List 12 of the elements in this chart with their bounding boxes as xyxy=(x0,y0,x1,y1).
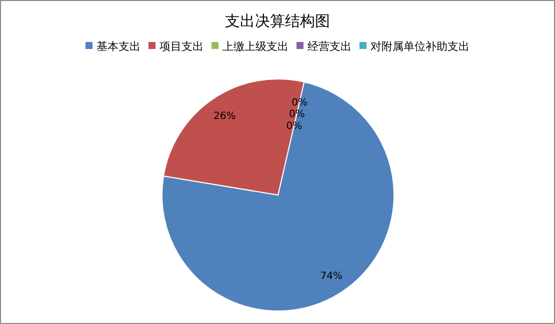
legend-label: 上缴上级支出 xyxy=(222,40,288,53)
legend-label: 项目支出 xyxy=(160,40,204,53)
legend-label: 基本支出 xyxy=(96,40,140,53)
text: 0% xyxy=(286,120,302,132)
legend-label: 经营支出 xyxy=(308,40,352,53)
data-label: 26% xyxy=(213,111,236,122)
text: 0% xyxy=(292,97,308,108)
text: 0% xyxy=(288,109,305,120)
data-label: 74% xyxy=(320,270,343,282)
legend-label: 对附属单位补助支出 xyxy=(370,40,470,53)
pie-slice xyxy=(162,81,394,312)
chart-title: 支出决算结构图 xyxy=(225,12,330,30)
